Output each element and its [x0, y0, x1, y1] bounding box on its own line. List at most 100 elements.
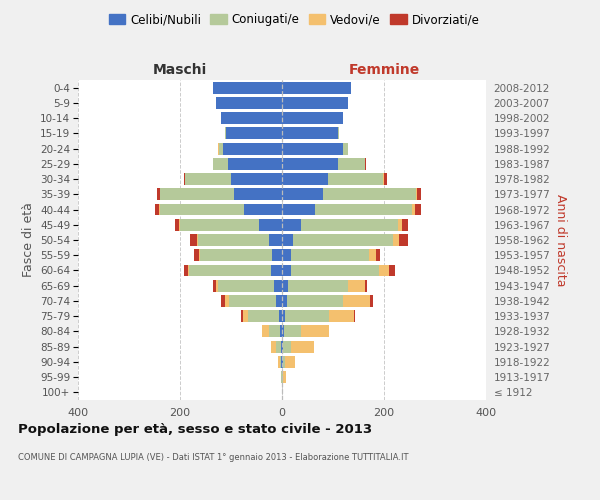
Bar [271, 264, 282, 276]
Bar [198, 234, 269, 246]
Bar [269, 234, 282, 246]
Bar [389, 264, 395, 276]
Bar [291, 250, 369, 261]
Legend: Celibi/Nubili, Coniugati/e, Vedovi/e, Divorziati/e: Celibi/Nubili, Coniugati/e, Vedovi/e, Di… [104, 8, 484, 31]
Bar [338, 128, 339, 140]
Bar [301, 219, 398, 230]
Bar [282, 371, 283, 383]
Bar [184, 173, 185, 185]
Bar [200, 250, 272, 261]
Bar [290, 340, 314, 352]
Bar [282, 326, 284, 338]
Text: Femmine: Femmine [349, 63, 419, 77]
Bar [284, 326, 301, 338]
Bar [287, 295, 343, 307]
Bar [188, 264, 189, 276]
Bar [328, 173, 383, 185]
Bar [323, 188, 416, 200]
Bar [282, 142, 343, 154]
Text: COMUNE DI CAMPAGNA LUPIA (VE) - Dati ISTAT 1° gennaio 2013 - Elaborazione TUTTIT: COMUNE DI CAMPAGNA LUPIA (VE) - Dati IST… [18, 452, 409, 462]
Bar [283, 340, 290, 352]
Bar [379, 264, 389, 276]
Bar [282, 204, 315, 216]
Bar [282, 97, 349, 109]
Bar [383, 173, 384, 185]
Bar [288, 280, 349, 291]
Bar [369, 250, 376, 261]
Bar [398, 219, 403, 230]
Bar [175, 219, 179, 230]
Bar [392, 234, 399, 246]
Bar [282, 295, 287, 307]
Bar [365, 280, 367, 291]
Bar [282, 82, 351, 94]
Bar [271, 340, 276, 352]
Bar [283, 371, 286, 383]
Bar [276, 295, 282, 307]
Bar [229, 295, 276, 307]
Bar [189, 264, 271, 276]
Bar [282, 250, 291, 261]
Bar [199, 250, 200, 261]
Bar [262, 326, 269, 338]
Bar [338, 158, 365, 170]
Y-axis label: Fasce di età: Fasce di età [22, 202, 35, 278]
Bar [282, 112, 343, 124]
Bar [229, 158, 282, 170]
Bar [248, 310, 280, 322]
Bar [376, 250, 380, 261]
Bar [244, 204, 282, 216]
Bar [301, 326, 329, 338]
Bar [349, 280, 365, 291]
Bar [233, 188, 282, 200]
Bar [343, 142, 349, 154]
Bar [281, 340, 282, 352]
Bar [282, 280, 288, 291]
Bar [370, 295, 373, 307]
Bar [213, 82, 282, 94]
Bar [282, 128, 338, 140]
Bar [272, 250, 282, 261]
Bar [291, 264, 379, 276]
Bar [384, 173, 386, 185]
Bar [219, 142, 223, 154]
Bar [221, 295, 225, 307]
Bar [243, 310, 248, 322]
Bar [293, 234, 392, 246]
Bar [343, 295, 370, 307]
Bar [221, 112, 282, 124]
Bar [329, 310, 354, 322]
Bar [280, 326, 282, 338]
Bar [194, 250, 199, 261]
Bar [282, 310, 284, 322]
Bar [280, 310, 282, 322]
Bar [155, 204, 159, 216]
Bar [278, 356, 280, 368]
Bar [415, 204, 421, 216]
Bar [160, 188, 233, 200]
Bar [282, 340, 283, 352]
Text: Maschi: Maschi [153, 63, 207, 77]
Bar [285, 356, 295, 368]
Y-axis label: Anni di nascita: Anni di nascita [554, 194, 567, 286]
Bar [399, 234, 408, 246]
Bar [354, 310, 355, 322]
Bar [216, 280, 218, 291]
Bar [282, 158, 338, 170]
Bar [216, 97, 282, 109]
Bar [365, 158, 366, 170]
Bar [225, 128, 226, 140]
Bar [213, 280, 216, 291]
Bar [417, 188, 421, 200]
Bar [184, 264, 188, 276]
Bar [226, 128, 282, 140]
Bar [280, 356, 281, 368]
Bar [416, 188, 417, 200]
Bar [241, 310, 243, 322]
Bar [223, 142, 282, 154]
Bar [259, 219, 282, 230]
Bar [274, 280, 282, 291]
Bar [282, 173, 328, 185]
Bar [157, 188, 160, 200]
Bar [269, 326, 280, 338]
